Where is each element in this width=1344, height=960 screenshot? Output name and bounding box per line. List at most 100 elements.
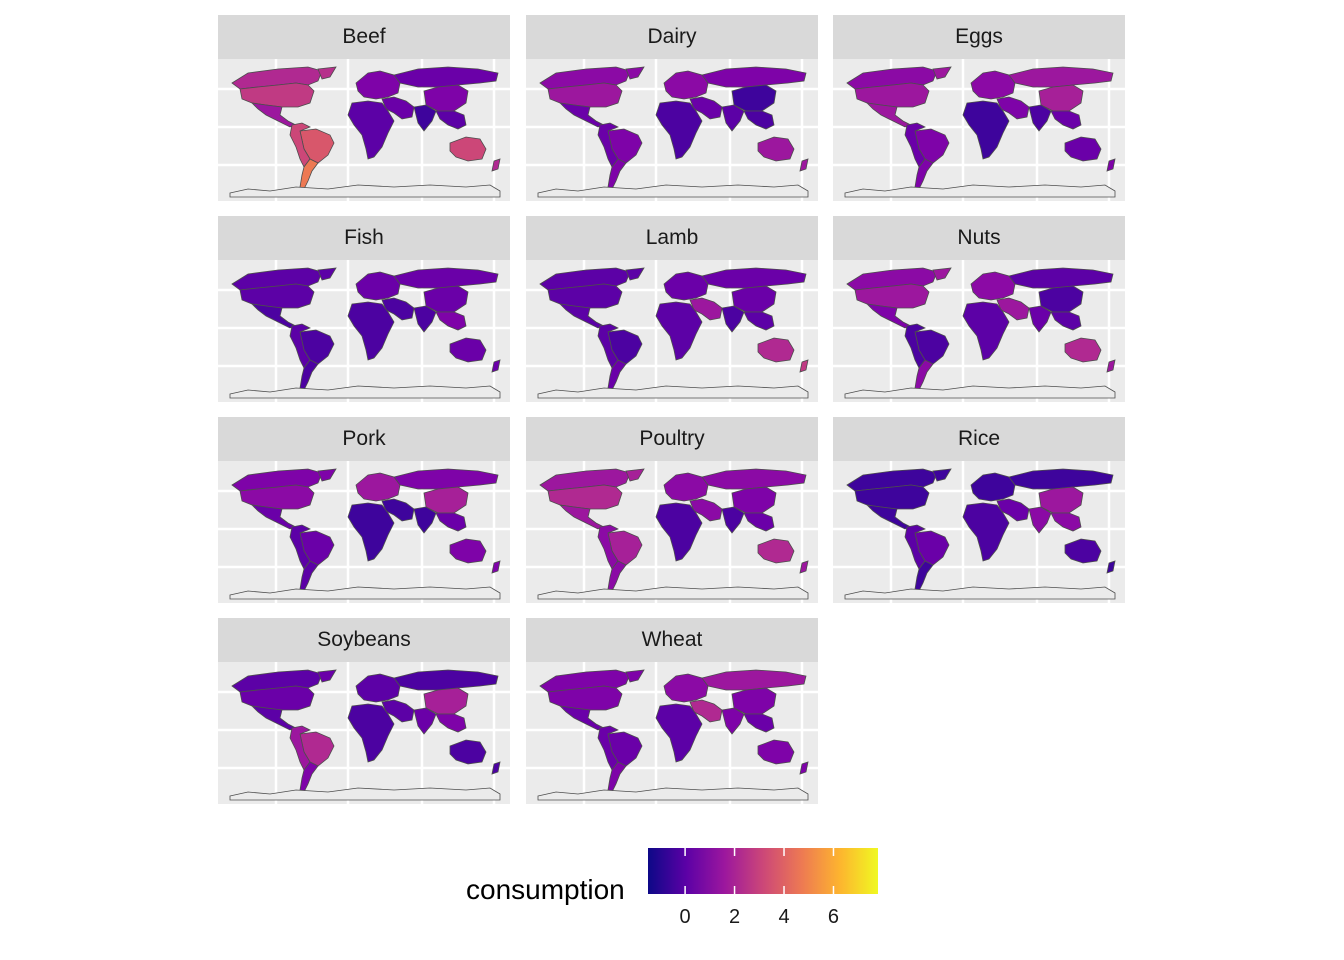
region-as	[435, 713, 467, 733]
region-au	[1064, 538, 1102, 564]
region-na	[625, 66, 645, 80]
facet-panel-poultry: Poultry	[526, 417, 818, 603]
legend-tick-label: 6	[827, 906, 840, 928]
region-cn	[423, 84, 469, 112]
world-map	[833, 461, 1125, 603]
region-ru	[1008, 66, 1114, 88]
region-na	[625, 468, 645, 482]
region-nz	[1106, 359, 1116, 373]
facet-panel-pork: Pork	[218, 417, 510, 603]
region-me	[689, 699, 723, 723]
region-me	[996, 96, 1030, 120]
region-eu	[663, 673, 709, 703]
region-na	[932, 66, 952, 80]
region-cn	[731, 285, 777, 313]
region-na	[317, 669, 337, 683]
region-in	[413, 305, 437, 333]
region-as	[435, 311, 467, 331]
region-ar	[299, 158, 319, 190]
world-map	[218, 461, 510, 603]
facet-panel-soybeans: Soybeans	[218, 618, 510, 804]
region-au	[449, 538, 487, 564]
region-af	[347, 502, 395, 562]
region-nz	[1106, 158, 1116, 172]
region-au	[1064, 337, 1102, 363]
region-eu	[355, 472, 401, 502]
region-nz	[1106, 560, 1116, 574]
region-antarctica	[537, 385, 809, 399]
region-nz	[491, 359, 501, 373]
region-antarctica	[537, 586, 809, 600]
region-au	[757, 538, 795, 564]
region-na	[317, 267, 337, 281]
region-cn	[1038, 486, 1084, 514]
region-ar	[299, 560, 319, 592]
region-as	[435, 512, 467, 532]
region-me	[689, 297, 723, 321]
region-au	[757, 136, 795, 162]
region-antarctica	[229, 787, 501, 801]
facet-strip-label: Lamb	[526, 216, 818, 260]
region-ar	[607, 158, 627, 190]
region-me	[381, 498, 415, 522]
facet-strip-label: Poultry	[526, 417, 818, 461]
facet-panel-nuts: Nuts	[833, 216, 1125, 402]
world-map	[833, 59, 1125, 201]
region-ru	[701, 669, 807, 691]
region-as	[743, 110, 775, 130]
map-plot-area	[526, 260, 818, 402]
region-eu	[970, 70, 1016, 100]
region-cn	[731, 84, 777, 112]
region-in	[1028, 305, 1052, 333]
region-as	[743, 713, 775, 733]
region-nz	[799, 158, 809, 172]
region-antarctica	[844, 184, 1116, 198]
region-au	[757, 739, 795, 765]
region-in	[721, 707, 745, 735]
world-map	[218, 662, 510, 804]
region-af	[655, 301, 703, 361]
world-map	[526, 461, 818, 603]
legend-tick-label: 4	[778, 906, 790, 928]
region-eu	[355, 271, 401, 301]
facet-strip-label: Wheat	[526, 618, 818, 662]
facet-strip-label: Eggs	[833, 15, 1125, 59]
region-au	[757, 337, 795, 363]
region-nz	[491, 158, 501, 172]
region-eu	[663, 271, 709, 301]
region-ru	[701, 267, 807, 289]
region-ru	[1008, 267, 1114, 289]
region-antarctica	[229, 385, 501, 399]
map-plot-area	[833, 461, 1125, 603]
region-ar	[607, 359, 627, 391]
region-as	[435, 110, 467, 130]
region-antarctica	[844, 385, 1116, 399]
region-ru	[701, 66, 807, 88]
region-me	[689, 498, 723, 522]
region-in	[1028, 506, 1052, 534]
region-antarctica	[844, 586, 1116, 600]
legend-tick-label: 2	[728, 906, 741, 928]
region-na	[317, 468, 337, 482]
region-af	[347, 301, 395, 361]
region-as	[743, 512, 775, 532]
world-map	[218, 260, 510, 402]
map-plot-area	[218, 59, 510, 201]
region-af	[655, 703, 703, 763]
region-au	[449, 136, 487, 162]
region-af	[962, 502, 1010, 562]
region-ar	[607, 761, 627, 793]
facet-panel-wheat: Wheat	[526, 618, 818, 804]
facet-strip-label: Soybeans	[218, 618, 510, 662]
region-ar	[914, 560, 934, 592]
region-nz	[491, 761, 501, 775]
region-af	[347, 100, 395, 160]
region-af	[962, 100, 1010, 160]
colorbar-gradient	[648, 848, 878, 894]
legend-title: consumption	[466, 874, 625, 905]
region-as	[1050, 512, 1082, 532]
region-cn	[1038, 84, 1084, 112]
region-ru	[701, 468, 807, 490]
legend-tick-label: 0	[679, 906, 691, 928]
region-antarctica	[229, 586, 501, 600]
